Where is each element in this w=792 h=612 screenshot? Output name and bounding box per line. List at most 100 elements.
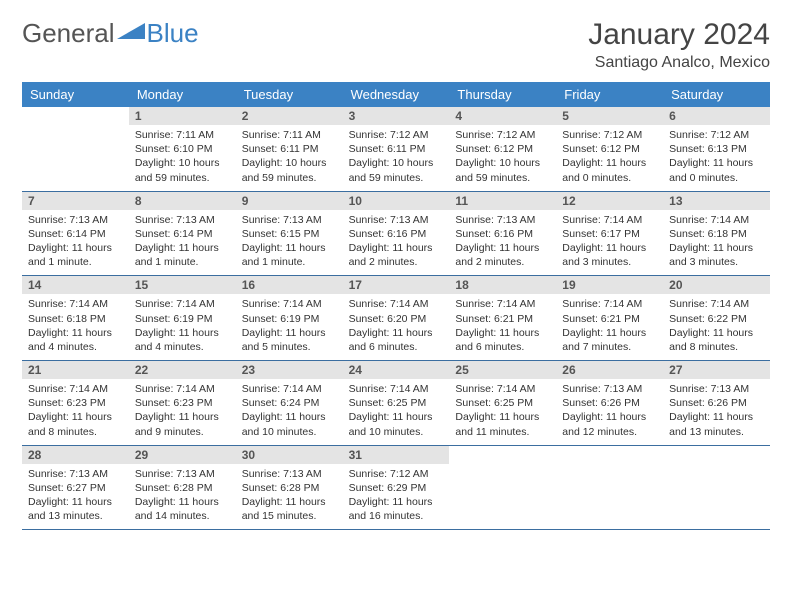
daylight-line: Daylight: 11 hours and 14 minutes.: [135, 496, 219, 522]
day-info: Sunrise: 7:14 AMSunset: 6:20 PMDaylight:…: [343, 294, 450, 360]
day-number: 10: [343, 192, 450, 210]
day-cell: 18Sunrise: 7:14 AMSunset: 6:21 PMDayligh…: [449, 276, 556, 360]
day-number: 22: [129, 361, 236, 379]
weekday-sunday: Sunday: [22, 82, 129, 107]
sunrise-line: Sunrise: 7:14 AM: [349, 383, 429, 395]
day-info: Sunrise: 7:13 AMSunset: 6:26 PMDaylight:…: [556, 379, 663, 445]
logo-text-blue: Blue: [147, 18, 199, 49]
sunset-line: Sunset: 6:25 PM: [455, 397, 533, 409]
daylight-line: Daylight: 10 hours and 59 minutes.: [135, 157, 220, 183]
sunset-line: Sunset: 6:17 PM: [562, 228, 640, 240]
sunset-line: Sunset: 6:15 PM: [242, 228, 320, 240]
daylight-line: Daylight: 11 hours and 8 minutes.: [669, 327, 753, 353]
day-info: Sunrise: 7:14 AM Sunset: 6:19 PM Daylight:…: [236, 294, 343, 360]
sunrise-line: Sunrise: 7:12 AM: [562, 129, 642, 141]
weekday-thursday: Thursday: [449, 82, 556, 107]
day-cell: 9Sunrise: 7:13 AMSunset: 6:15 PMDaylight…: [236, 192, 343, 276]
daylight-line: Daylight: 11 hours and 10 minutes.: [349, 411, 433, 437]
sunset-line: Sunset: 6:14 PM: [135, 228, 213, 240]
day-info: Sunrise: 7:13 AMSunset: 6:26 PMDaylight:…: [663, 379, 770, 445]
sunset-line: Sunset: 6:27 PM: [28, 482, 106, 494]
sunrise-line: Sunrise: 7:14 AM: [28, 383, 108, 395]
sunset-line: Sunset: 6:26 PM: [562, 397, 640, 409]
sunset-line: Sunset: 6:16 PM: [349, 228, 427, 240]
daylight-line: Daylight: 11 hours and 5 minutes.: [242, 327, 326, 353]
daylight-line: Daylight: 11 hours and 1 minute.: [242, 242, 326, 268]
sunrise-line: Sunrise: 7:14 AM: [455, 383, 535, 395]
weekday-friday: Friday: [556, 82, 663, 107]
sunrise-line: Sunrise: 7:13 AM: [242, 214, 322, 226]
day-number: 2: [236, 107, 343, 125]
daylight-line: Daylight: 10 hours and 59 minutes.: [242, 157, 327, 183]
sunrise-line: Sunrise: 7:14 AM: [562, 298, 642, 310]
daylight-line: Daylight: 11 hours and 4 minutes.: [28, 327, 112, 353]
daylight-line: Daylight: 11 hours and 12 minutes.: [562, 411, 646, 437]
day-number: 18: [449, 276, 556, 294]
daylight-line: Daylight: 11 hours and 16 minutes.: [349, 496, 433, 522]
sunrise-line: Sunrise: 7:14 AM: [242, 298, 322, 310]
day-cell: 1Sunrise: 7:11 AMSunset: 6:10 PMDaylight…: [129, 107, 236, 191]
day-info: Sunrise: 7:14 AMSunset: 6:22 PMDaylight:…: [663, 294, 770, 360]
daylight-line: Daylight: 11 hours and 4 minutes.: [135, 327, 219, 353]
daylight-line: Daylight: 11 hours and 3 minutes.: [669, 242, 753, 268]
day-cell: 15Sunrise: 7:14 AMSunset: 6:19 PMDayligh…: [129, 276, 236, 360]
day-cell: [449, 446, 556, 530]
sunset-line: Sunset: 6:16 PM: [455, 228, 533, 240]
sunrise-line: Sunrise: 7:13 AM: [349, 214, 429, 226]
daylight-line: Daylight: 11 hours and 1 minute.: [135, 242, 219, 268]
sunset-line: Sunset: 6:28 PM: [242, 482, 320, 494]
day-cell: 31Sunrise: 7:12 AMSunset: 6:29 PMDayligh…: [343, 446, 450, 530]
day-number: 3: [343, 107, 450, 125]
day-number: 1: [129, 107, 236, 125]
sunset-line: Sunset: 6:26 PM: [669, 397, 747, 409]
day-cell: 25Sunrise: 7:14 AMSunset: 6:25 PMDayligh…: [449, 361, 556, 445]
sunrise-line: Sunrise: 7:13 AM: [242, 468, 322, 480]
week-row: 7Sunrise: 7:13 AMSunset: 6:14 PMDaylight…: [22, 192, 770, 277]
daylight-line: Daylight: 11 hours and 13 minutes.: [669, 411, 753, 437]
day-info: Sunrise: 7:14 AMSunset: 6:17 PMDaylight:…: [556, 210, 663, 276]
day-info: Sunrise: 7:12 AMSunset: 6:13 PMDaylight:…: [663, 125, 770, 191]
sunset-line: Sunset: 6:19 PM: [242, 313, 320, 325]
day-info: Sunrise: 7:13 AMSunset: 6:14 PMDaylight:…: [129, 210, 236, 276]
weekday-saturday: Saturday: [663, 82, 770, 107]
weekday-tuesday: Tuesday: [236, 82, 343, 107]
day-cell: 23Sunrise: 7:14 AMSunset: 6:24 PMDayligh…: [236, 361, 343, 445]
sunrise-line: Sunrise: 7:14 AM: [669, 214, 749, 226]
daylight-line: Daylight: 11 hours and 8 minutes.: [28, 411, 112, 437]
day-number: 15: [129, 276, 236, 294]
day-number: 12: [556, 192, 663, 210]
sunset-line: Sunset: 6:13 PM: [669, 143, 747, 155]
day-number: 29: [129, 446, 236, 464]
sunrise-line: Sunrise: 7:13 AM: [135, 468, 215, 480]
day-info: Sunrise: 7:13 AMSunset: 6:14 PMDaylight:…: [22, 210, 129, 276]
sunrise-line: Sunrise: 7:14 AM: [242, 383, 322, 395]
day-cell: 30Sunrise: 7:13 AMSunset: 6:28 PMDayligh…: [236, 446, 343, 530]
sunset-line: Sunset: 6:11 PM: [349, 143, 426, 155]
daylight-line: Daylight: 11 hours and 9 minutes.: [135, 411, 219, 437]
weekday-header-row: Sunday Monday Tuesday Wednesday Thursday…: [22, 82, 770, 107]
day-number: 24: [343, 361, 450, 379]
day-number: 6: [663, 107, 770, 125]
day-info: Sunrise: 7:14 AM Sunset: 6:23 PM Daylight:…: [22, 379, 129, 445]
sunset-line: Sunset: 6:23 PM: [28, 397, 106, 409]
sunset-line: Sunset: 6:12 PM: [455, 143, 533, 155]
daylight-line: Daylight: 11 hours and 15 minutes.: [242, 496, 326, 522]
day-info: Sunrise: 7:11 AMSunset: 6:11 PMDaylight:…: [236, 125, 343, 191]
day-cell: 17Sunrise: 7:14 AMSunset: 6:20 PMDayligh…: [343, 276, 450, 360]
sunset-line: Sunset: 6:12 PM: [562, 143, 640, 155]
day-cell: 11Sunrise: 7:13 AMSunset: 6:16 PMDayligh…: [449, 192, 556, 276]
sunrise-line: Sunrise: 7:11 AM: [135, 129, 214, 141]
daylight-line: Daylight: 11 hours and 6 minutes.: [349, 327, 433, 353]
day-cell: 29Sunrise: 7:13 AMSunset: 6:28 PMDayligh…: [129, 446, 236, 530]
location: Santiago Analco, Mexico: [588, 54, 770, 72]
day-cell: 22Sunrise: 7:14 AMSunset: 6:23 PMDayligh…: [129, 361, 236, 445]
day-info: Sunrise: 7:13 AMSunset: 6:16 PMDaylight:…: [343, 210, 450, 276]
daylight-line: Daylight: 11 hours and 0 minutes.: [669, 157, 753, 183]
day-cell: 14Sunrise: 7:14 AMSunset: 6:18 PMDayligh…: [22, 276, 129, 360]
weekday-wednesday: Wednesday: [343, 82, 450, 107]
day-info: Sunrise: 7:14 AMSunset: 6:23 PMDaylight:…: [129, 379, 236, 445]
weekday-monday: Monday: [129, 82, 236, 107]
sunset-line: Sunset: 6:25 PM: [349, 397, 427, 409]
day-info: Sunrise: 7:14 AMSunset: 6:19 PMDaylight:…: [129, 294, 236, 360]
calendar-body: 1Sunrise: 7:11 AMSunset: 6:10 PMDaylight…: [22, 107, 770, 530]
